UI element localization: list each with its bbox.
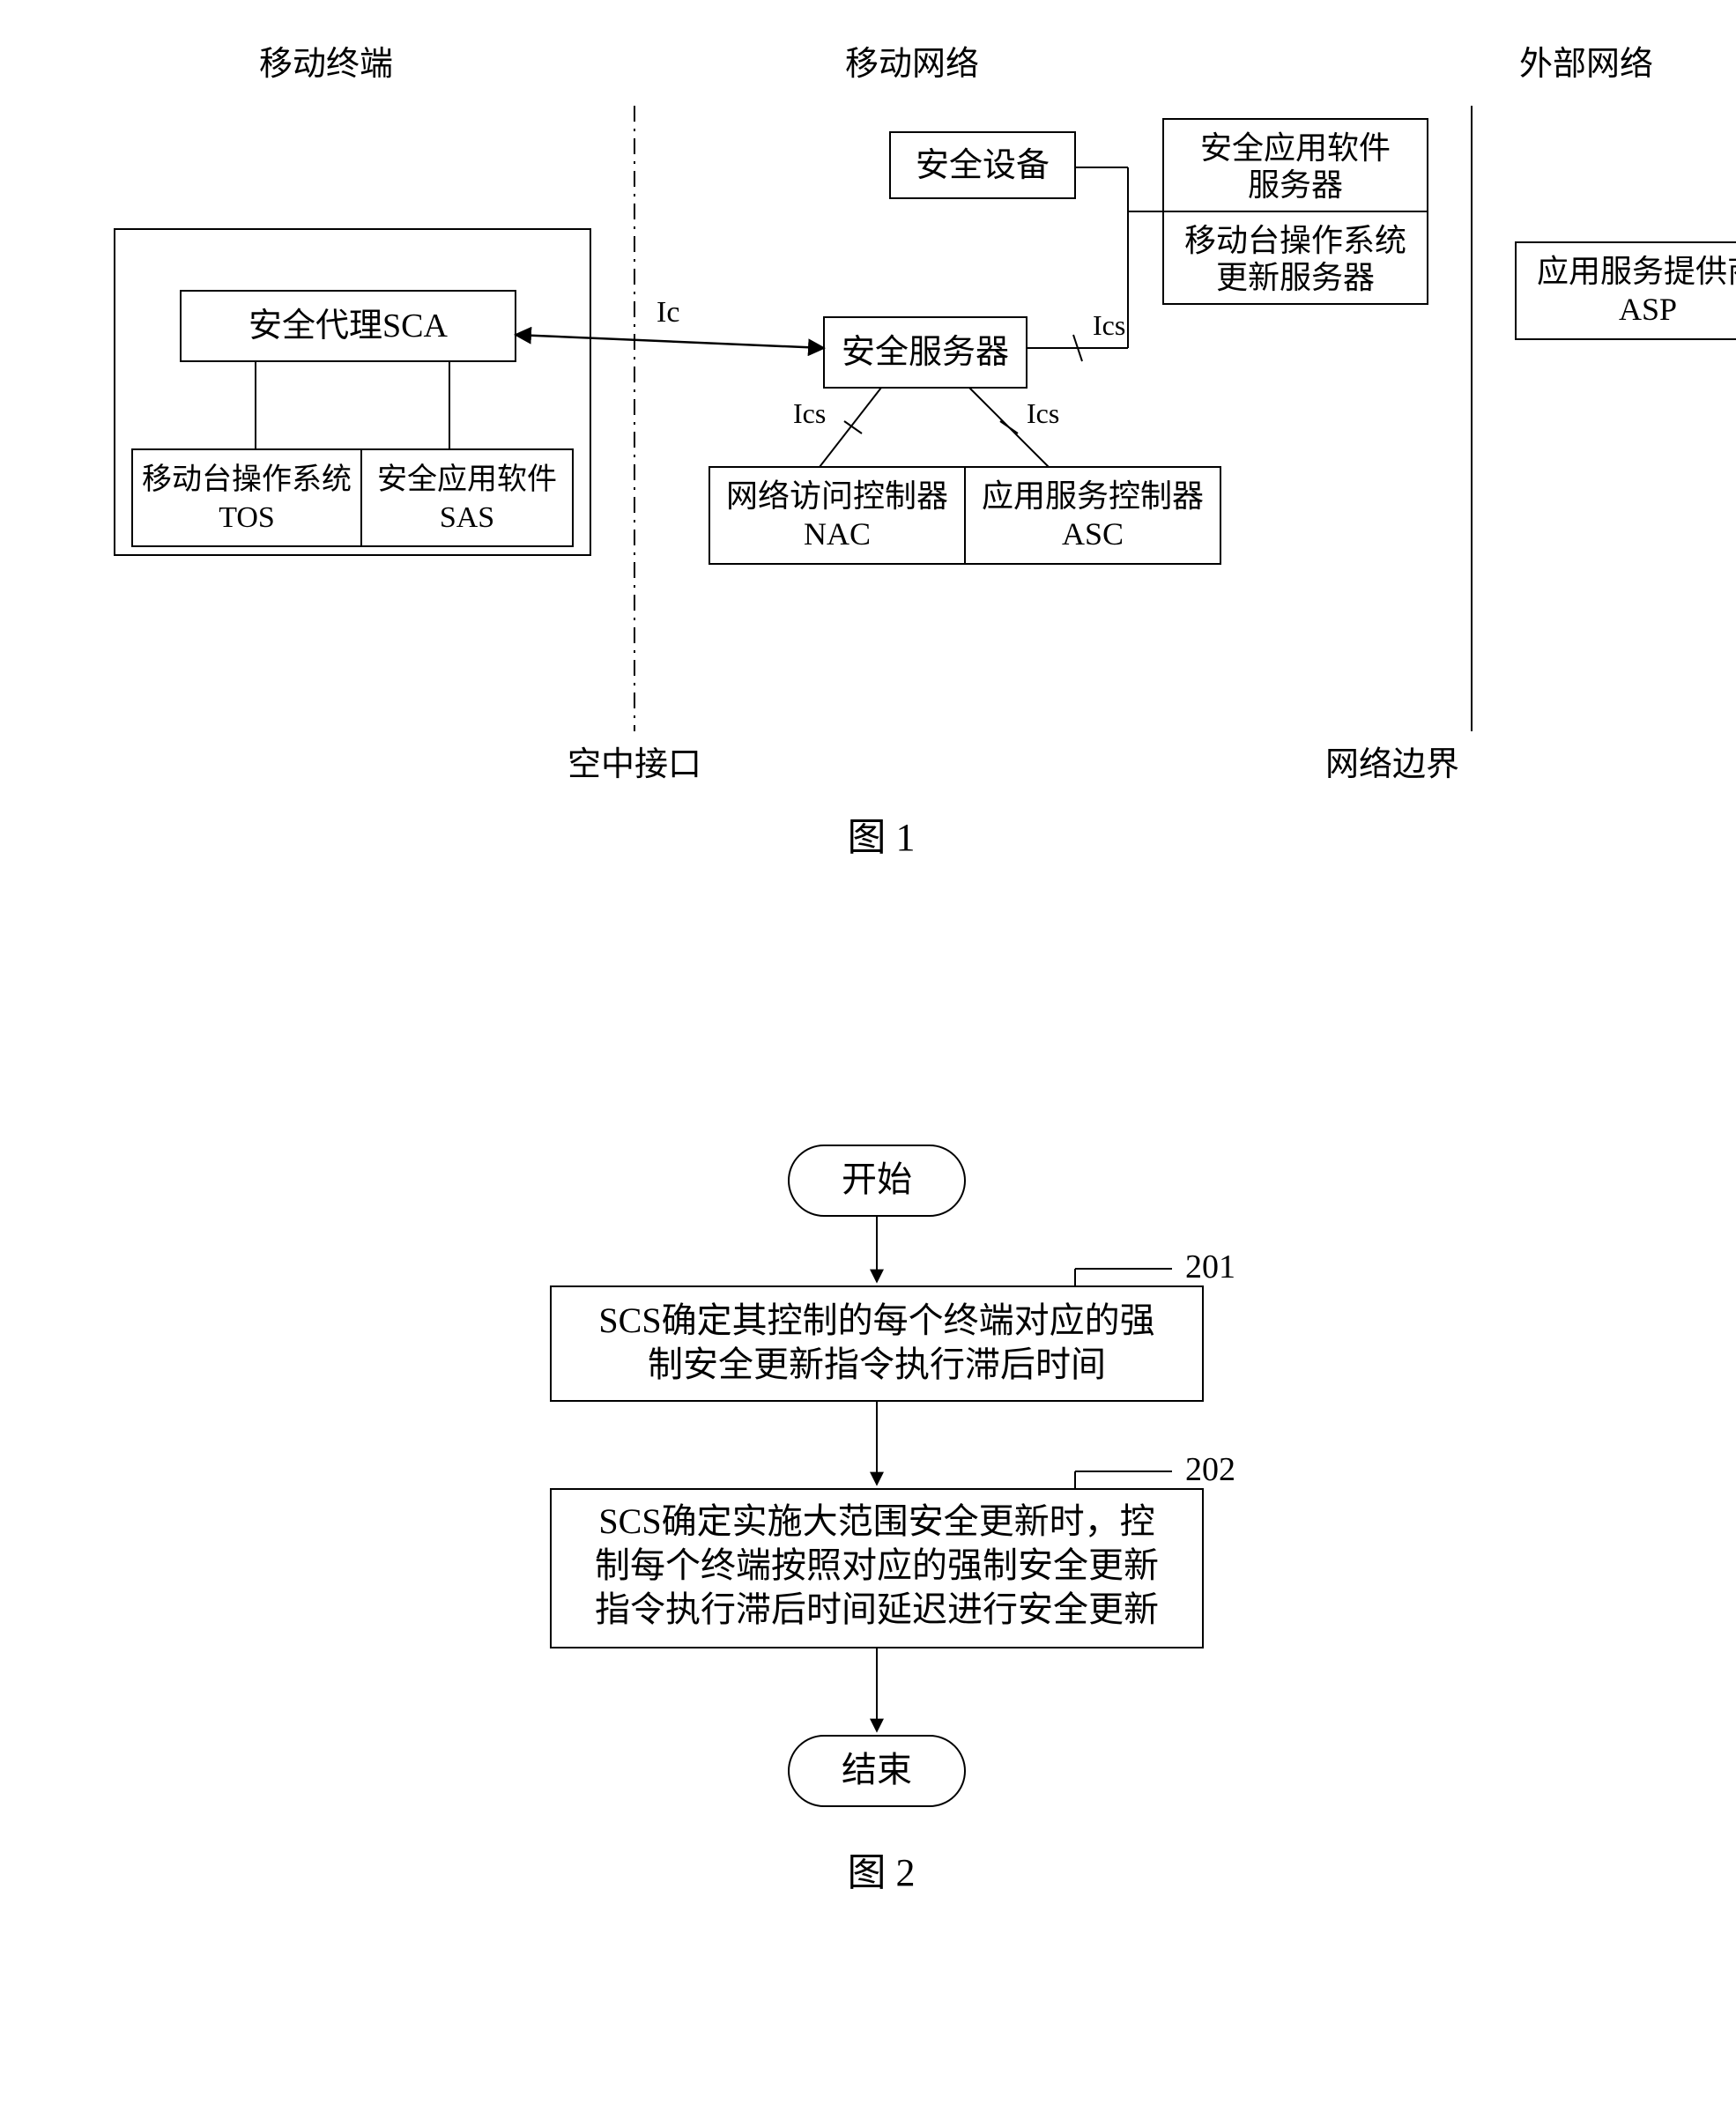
- start-label: 开始: [842, 1159, 912, 1199]
- sec-app-server-l2: 服务器: [1248, 167, 1343, 203]
- ic-label: Ic: [657, 296, 679, 329]
- secserver-nac: [820, 388, 881, 467]
- sas-label-2: SAS: [440, 501, 494, 534]
- ics-label-right: Ics: [1093, 309, 1125, 341]
- asc-l2: ASC: [1062, 516, 1124, 552]
- end-label: 结束: [842, 1750, 912, 1789]
- sas-label-1: 安全应用软件: [377, 463, 557, 496]
- ics-label-asc: Ics: [1027, 397, 1059, 429]
- sec-app-server-l1: 安全应用软件: [1200, 130, 1391, 166]
- step-202-num: 202: [1185, 1451, 1235, 1488]
- figure-1: 移动终端 移动网络 外部网络 安全代理SCA 移动台操作系统 TOS 安全应用软…: [115, 46, 1736, 859]
- fig2-title: 图 2: [848, 1851, 916, 1894]
- asp-l1: 应用服务提供商: [1537, 254, 1736, 289]
- asc-l1: 应用服务控制器: [982, 478, 1204, 514]
- step-202-l3: 指令执行滞后时间延迟进行安全更新: [595, 1589, 1159, 1629]
- tos-label-1: 移动台操作系统: [142, 463, 352, 496]
- step-201-l2: 制安全更新指令执行滞后时间: [648, 1345, 1106, 1384]
- sec-server-label: 安全服务器: [842, 334, 1009, 371]
- step-202-l2: 制每个终端按照对应的强制安全更新: [595, 1545, 1159, 1585]
- ics-label-nac: Ics: [793, 397, 826, 429]
- step-201-l1: SCS确定其控制的每个终端对应的强: [598, 1300, 1154, 1340]
- nac-l2: NAC: [804, 516, 871, 552]
- tos-label-2: TOS: [219, 501, 275, 534]
- step-201-num: 201: [1185, 1248, 1235, 1285]
- air-interface-label: 空中接口: [568, 746, 701, 783]
- terminal-outer-box: [115, 229, 590, 555]
- step-202-l1: SCS确定实施大范围安全更新时，控: [598, 1501, 1154, 1541]
- header-terminal: 移动终端: [259, 46, 393, 83]
- fig1-title: 图 1: [848, 816, 916, 859]
- os-update-l1: 移动台操作系统: [1184, 223, 1406, 258]
- sca-label: 安全代理SCA: [249, 307, 448, 344]
- header-external: 外部网络: [1519, 46, 1653, 83]
- ics-tick-asc: [1000, 421, 1018, 433]
- nac-l1: 网络访问控制器: [726, 478, 948, 514]
- net-boundary-label: 网络边界: [1325, 746, 1459, 783]
- figure-2: 开始 SCS确定其控制的每个终端对应的强 制安全更新指令执行滞后时间 201 S…: [551, 1145, 1235, 1894]
- sca-secserver-arrow: [516, 335, 824, 348]
- os-update-l2: 更新服务器: [1216, 260, 1375, 295]
- asp-l2: ASP: [1619, 292, 1677, 327]
- header-network: 移动网络: [845, 46, 979, 83]
- sec-device-label: 安全设备: [916, 147, 1050, 184]
